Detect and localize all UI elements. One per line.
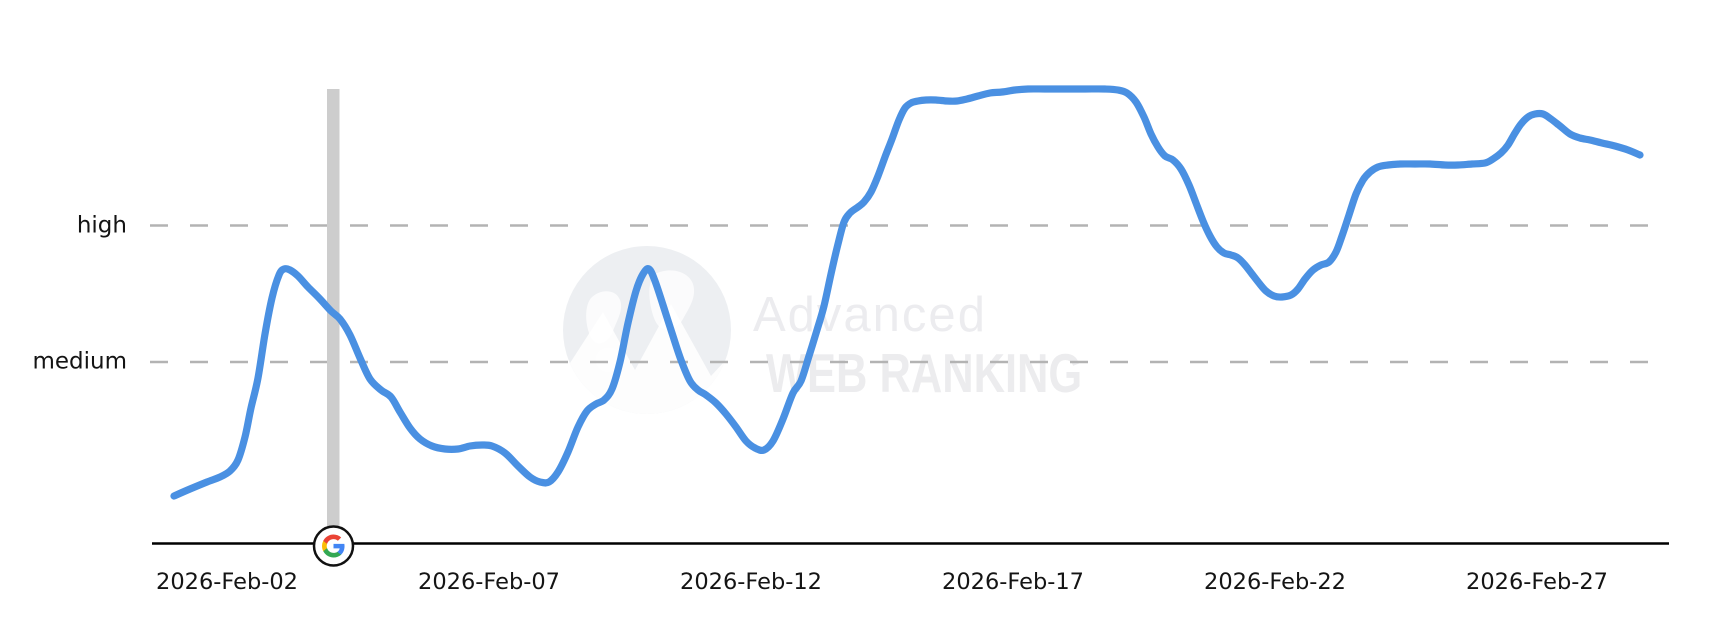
x-axis-tick-label: 2026-Feb-12: [680, 569, 822, 595]
volatility-line: [170, 85, 1644, 500]
x-axis-tick-label: 2026-Feb-27: [1466, 569, 1608, 595]
google-g-icon: [322, 534, 345, 558]
x-axis-tick-label: 2026-Feb-22: [1204, 569, 1346, 595]
y-axis-label-high: high: [76, 211, 127, 238]
y-axis-label-medium: medium: [32, 348, 127, 375]
google-update-badge[interactable]: [312, 525, 355, 567]
x-axis-tick-label: 2026-Feb-07: [418, 569, 560, 595]
x-axis-tick-label: 2026-Feb-02: [156, 569, 298, 595]
x-axis-tick-label: 2026-Feb-17: [942, 569, 1084, 595]
